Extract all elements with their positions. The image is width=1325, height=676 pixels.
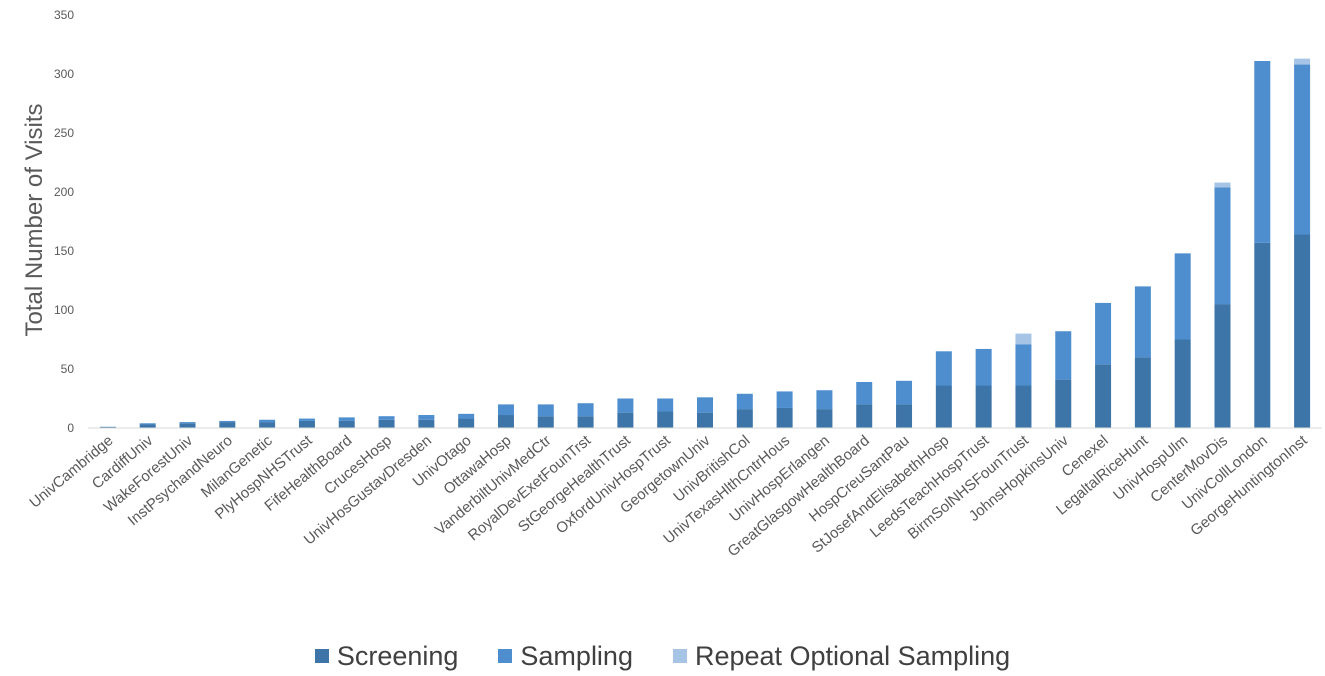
bar-sampling [537,404,554,417]
bar-sampling [736,393,753,410]
bar-sampling [856,381,873,405]
bar-sampling [896,380,913,405]
legend: Screening Sampling Repeat Optional Sampl… [0,636,1325,676]
bar-screening [338,420,355,428]
bar-sampling [179,422,196,424]
bar-sampling [617,398,634,413]
bar-screening [1214,304,1231,428]
bar-screening [1055,379,1072,428]
bar-sampling [697,397,713,413]
bar-screening [975,385,992,428]
bar-screening [418,419,435,428]
bar-sampling [139,423,156,425]
bar-sampling [1174,253,1191,340]
legend-swatch-screening [314,649,329,663]
bar-screening [577,416,594,428]
bar-sampling [816,390,833,410]
bar-screening [139,424,156,428]
bar-sampling [1294,64,1311,235]
bar-screening [1134,357,1151,428]
bar-repeat-optional-sampling [1214,182,1231,188]
bar-screening [298,420,315,428]
bar-sampling [298,418,315,421]
bar-screening [776,407,793,428]
y-tick-label: 50 [61,362,75,376]
bar-screening [497,415,514,428]
bar-sampling [338,417,355,421]
bar-screening [856,404,873,428]
y-tick-label: 300 [54,67,74,81]
y-axis-label: Total Number of Visits [21,104,48,337]
bar-screening [179,423,196,428]
bar-screening [1254,242,1271,428]
bar-screening [219,422,236,428]
legend-swatch-sampling [498,649,513,663]
bar-screening [1294,234,1311,428]
bar-screening [99,426,116,428]
bar-sampling [497,404,514,416]
bar-sampling [219,420,236,423]
bar-screening [697,412,713,428]
bar-sampling [935,351,952,386]
bar-screening [657,411,674,428]
y-tick-label: 100 [54,303,74,317]
bar-sampling [1134,286,1151,358]
legend-label-screening: Screening [336,640,459,671]
legend-swatch-repeat-optional-sampling [672,649,687,663]
y-tick-label: 0 [67,421,74,435]
bar-sampling [378,416,395,420]
bar-screening [617,412,634,428]
bar-screening [935,385,952,428]
legend-label-sampling: Sampling [520,640,633,671]
legend-item-repeat-optional-sampling: Repeat Optional Sampling [672,640,1011,672]
bar-sampling [259,419,276,423]
bar-sampling [1214,187,1231,305]
bar-sampling [458,413,475,419]
bar-screening [736,409,753,428]
y-tick-label: 150 [54,244,74,258]
bar-screening [458,418,475,428]
legend-item-screening: Screening [314,640,459,672]
bar-screening [1095,364,1112,428]
bar-sampling [1254,61,1271,243]
bar-sampling [418,415,435,420]
bar-repeat-optional-sampling [1015,333,1032,345]
bar-screening [259,422,276,428]
bar-screening [378,419,395,428]
bar-sampling [1055,331,1072,380]
bar-sampling [1095,302,1112,365]
bar-sampling [975,348,992,386]
legend-item-sampling: Sampling [498,641,633,672]
bar-screening [896,404,913,428]
bar-sampling [776,391,793,408]
legend-label-repeat-optional-sampling: Repeat Optional Sampling [694,640,1011,671]
bar-sampling [1015,344,1032,386]
bar-screening [537,416,554,428]
bar-sampling [657,398,674,412]
bar-sampling [577,403,594,417]
bar-screening [1015,385,1032,428]
y-tick-label: 350 [54,8,74,22]
bar-screening [1174,339,1191,428]
stacked-bar-chart: Total Number of Visits 0 50 100 150 200 250 30… [21,8,1322,560]
bar-screening [816,409,833,428]
y-tick-label: 250 [54,126,74,140]
y-tick-label: 200 [54,185,74,199]
bar-repeat-optional-sampling [1294,58,1311,65]
